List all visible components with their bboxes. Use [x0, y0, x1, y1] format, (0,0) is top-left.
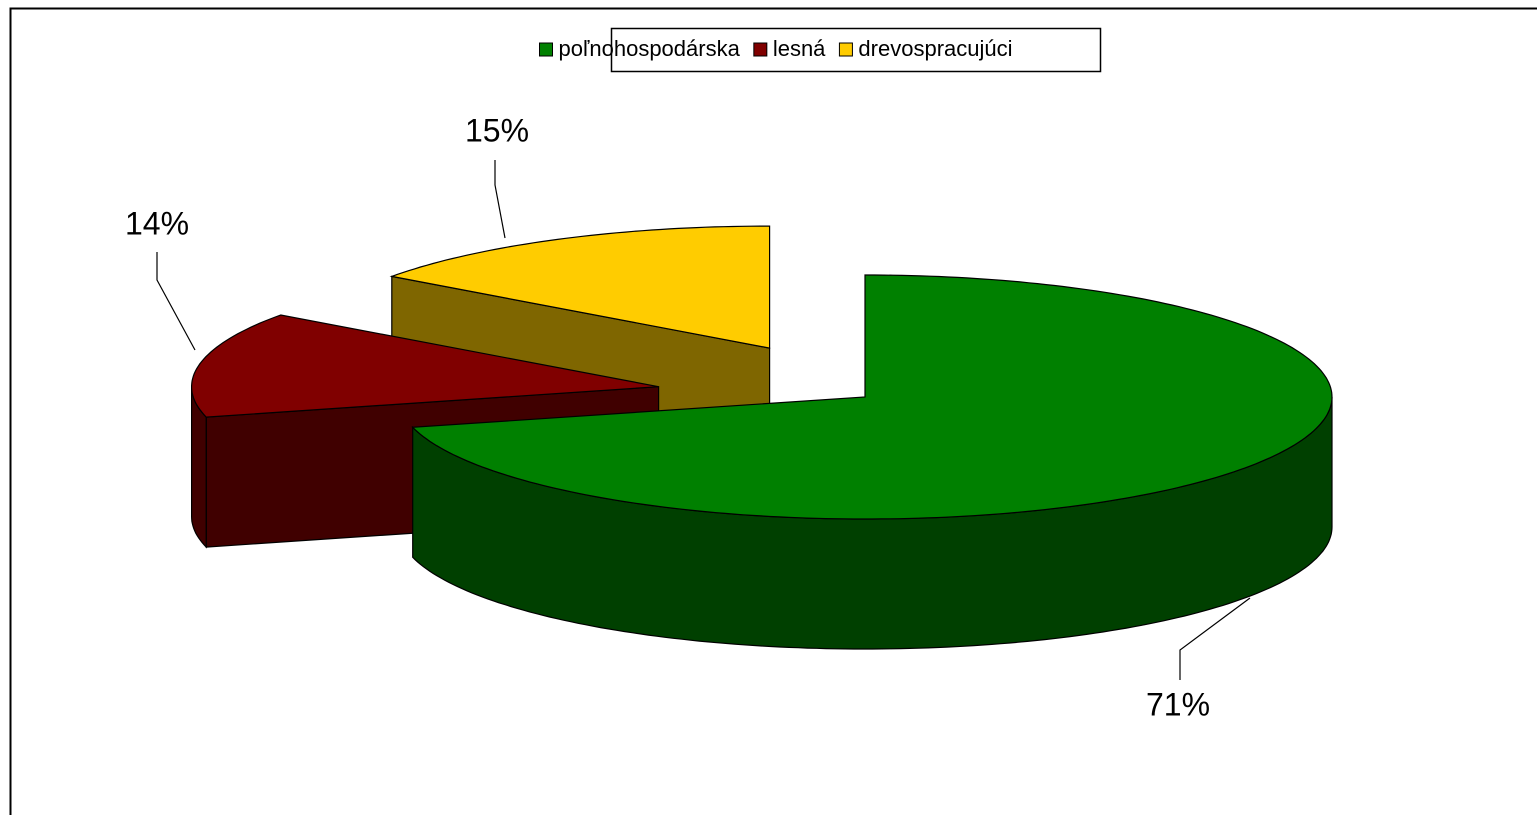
data-label: 71%	[1146, 686, 1210, 722]
legend-swatch	[838, 42, 853, 57]
legend-label: poľnohospodárska	[559, 36, 741, 61]
slice	[411, 274, 1333, 650]
legend-label: lesná	[773, 36, 826, 61]
slice-top	[411, 274, 1333, 520]
slice-top	[191, 314, 659, 418]
leader-line	[494, 160, 506, 239]
data-label: 15%	[465, 112, 529, 148]
data-label: 14%	[125, 205, 189, 241]
leader-line	[156, 252, 196, 351]
legend: poľnohospodárska lesná drevospracujúci	[539, 27, 1102, 73]
legend-swatch	[539, 42, 553, 57]
leader-line	[1179, 597, 1251, 680]
legend-box	[610, 27, 1102, 73]
legend-swatch	[753, 42, 768, 57]
slice-top	[389, 225, 771, 349]
legend-label: drevospracujúci	[858, 36, 1012, 61]
